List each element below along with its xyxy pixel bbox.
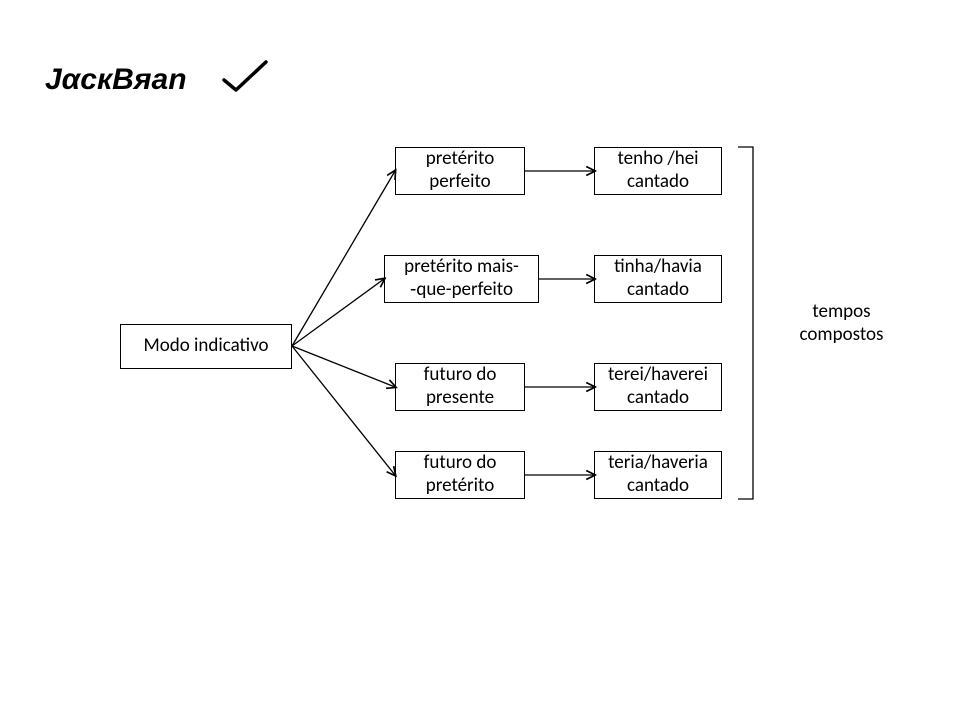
edge <box>292 171 395 346</box>
example-node: tinha/havia cantado <box>594 255 722 303</box>
check-icon <box>220 58 272 98</box>
tense-label: futuro do presente <box>400 364 520 410</box>
example-label: terei/haverei cantado <box>599 364 717 410</box>
example-node: teria/haveria cantado <box>594 451 722 499</box>
tense-label: pretérito perfeito <box>400 148 520 194</box>
logo-text: JαcкBяan <box>45 63 187 97</box>
edge <box>292 279 384 346</box>
tense-node: futuro do pretérito <box>395 451 525 499</box>
example-node: terei/haverei cantado <box>594 363 722 411</box>
tense-label: futuro do pretérito <box>400 452 520 498</box>
root-label: Modo indicativo <box>143 335 268 358</box>
bracket <box>738 147 753 499</box>
root-node: Modo indicativo <box>120 324 292 369</box>
example-label: tenho /hei cantado <box>599 148 717 194</box>
tense-node: futuro do presente <box>395 363 525 411</box>
summary-node: tempos compostos <box>784 300 899 348</box>
tense-node: pretérito perfeito <box>395 147 525 195</box>
edge <box>292 346 395 387</box>
example-label: teria/haveria cantado <box>599 452 717 498</box>
summary-label: tempos compostos <box>784 301 899 347</box>
example-label: tinha/havia cantado <box>599 256 717 302</box>
example-node: tenho /hei cantado <box>594 147 722 195</box>
edge <box>292 346 395 475</box>
tense-label: pretérito mais-‑que-perfeito <box>389 256 534 302</box>
tense-node: pretérito mais-‑que-perfeito <box>384 255 539 303</box>
